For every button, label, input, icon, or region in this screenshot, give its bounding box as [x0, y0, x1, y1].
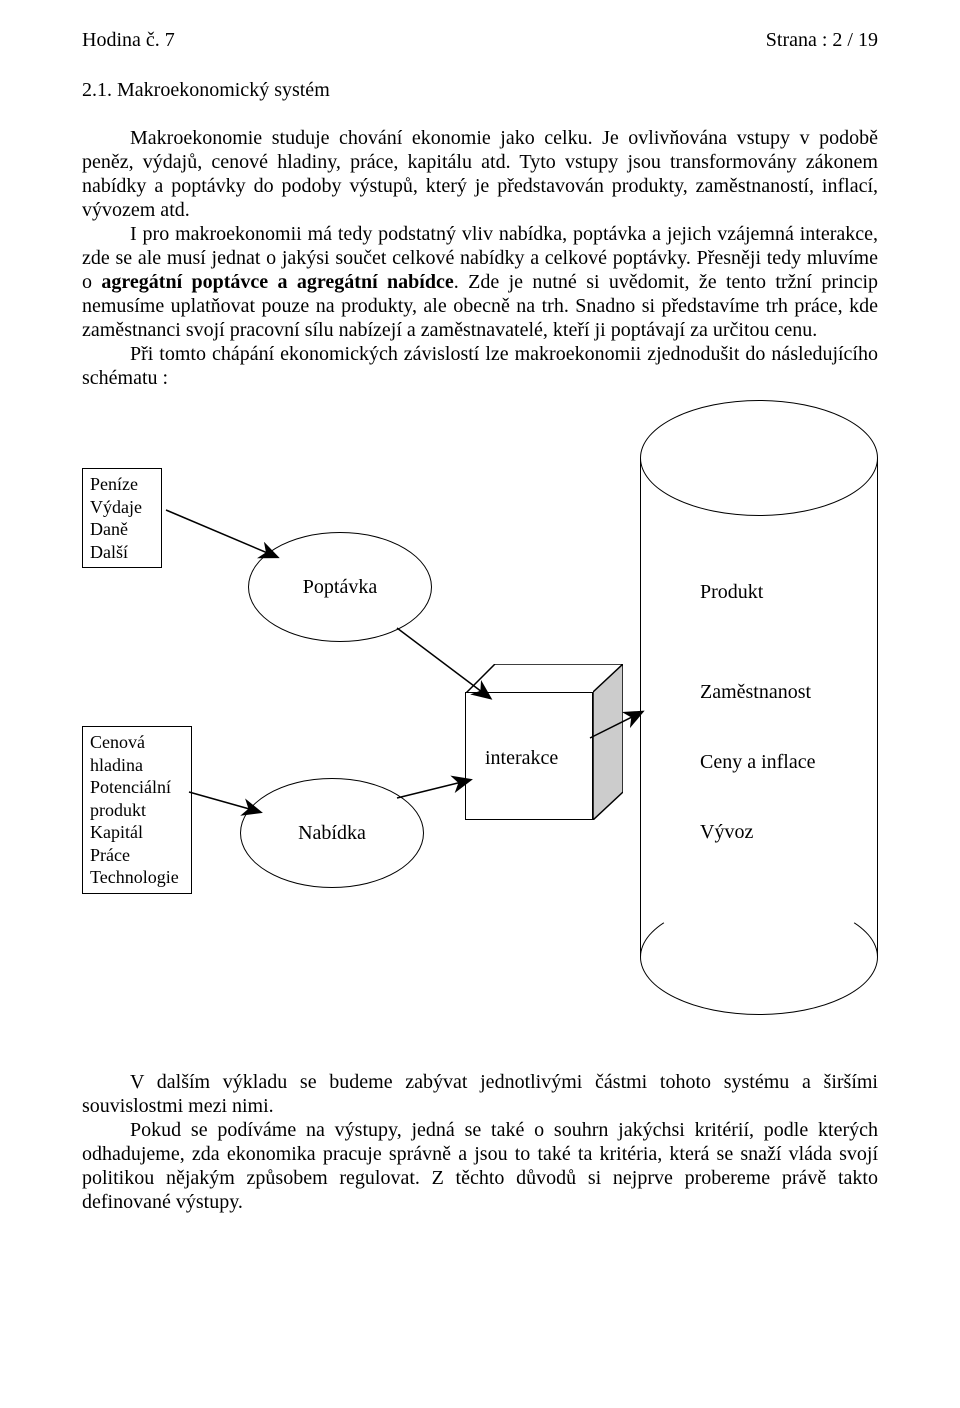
cyl-label-vyvoz: Vývoz [700, 820, 753, 844]
header-right: Strana : 2 / 19 [766, 28, 878, 52]
diagram: Peníze Výdaje Daně Další Cenová hladina … [82, 400, 878, 1050]
box1-line-1: Výdaje [90, 496, 154, 519]
box2-line-3: produkt [90, 799, 184, 822]
header-left: Hodina č. 7 [82, 28, 175, 52]
interakce-label: interakce [485, 746, 558, 770]
ellipse-nabidka: Nabídka [240, 778, 424, 888]
cylinder-body [640, 458, 878, 957]
cylinder-cap-bottom [640, 899, 878, 1015]
section-title: 2.1. Makroekonomický systém [82, 78, 878, 102]
box2-line-6: Technologie [90, 866, 184, 889]
paragraph-3: Při tomto chápání ekonomických závislost… [82, 342, 878, 390]
box2-line-0: Cenová [90, 731, 184, 754]
box2-line-5: Práce [90, 844, 184, 867]
box2-line-4: Kapitál [90, 821, 184, 844]
footer-text: V dalším výkladu se budeme zabývat jedno… [82, 1070, 878, 1214]
inputs-box-2: Cenová hladina Potenciální produkt Kapit… [82, 726, 192, 894]
paragraph-1: Makroekonomie studuje chování ekonomie j… [82, 126, 878, 222]
cube-side-face [593, 664, 623, 820]
cube-interaction [465, 664, 623, 822]
cyl-label-zamestnanost: Zaměstnanost [700, 680, 811, 704]
box1-line-3: Další [90, 541, 154, 564]
footer-p1: V dalším výkladu se budeme zabývat jedno… [82, 1070, 878, 1118]
box1-line-2: Daně [90, 518, 154, 541]
outputs-cylinder: Produkt Zaměstnanost Ceny a inflace Vývo… [640, 400, 878, 1015]
paragraph-2: I pro makroekonomii má tedy podstatný vl… [82, 222, 878, 342]
box2-line-1: hladina [90, 754, 184, 777]
body-text: Makroekonomie studuje chování ekonomie j… [82, 126, 878, 390]
inputs-box-1: Peníze Výdaje Daně Další [82, 468, 162, 568]
box1-line-0: Peníze [90, 473, 154, 496]
page-header: Hodina č. 7 Strana : 2 / 19 [82, 28, 878, 52]
ellipse-nabidka-label: Nabídka [298, 821, 366, 845]
box2-line-2: Potenciální [90, 776, 184, 799]
p2-bold: agregátní poptávce a agregátní nabídce [101, 271, 453, 293]
cyl-label-ceny: Ceny a inflace [700, 750, 816, 774]
footer-p2: Pokud se podíváme na výstupy, jedná se t… [82, 1118, 878, 1214]
cyl-label-produkt: Produkt [700, 580, 763, 604]
ellipse-poptavka: Poptávka [248, 532, 432, 642]
ellipse-poptavka-label: Poptávka [303, 575, 377, 599]
cylinder-cap-top [640, 400, 878, 516]
